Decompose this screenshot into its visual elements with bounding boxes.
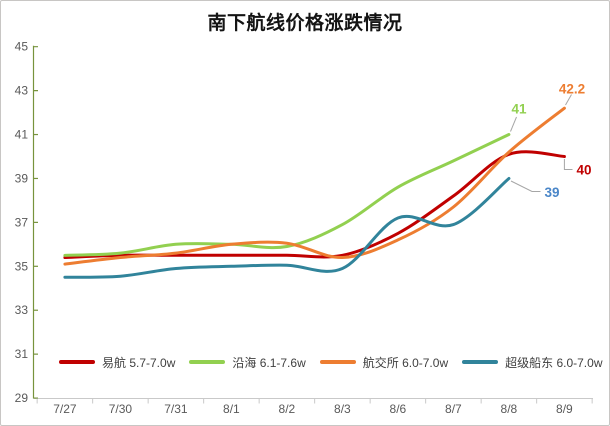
legend-marker-icon [319,360,356,364]
y-axis-label: 45 [15,40,29,54]
legend: 易航 5.7-7.0w 沿海 6.1-7.6w 航交所 6.0-7.0w 超级船东 6… [59,353,603,371]
y-axis-label: 31 [15,347,29,361]
y-axis-label: 39 [15,171,29,185]
data-label-leader-1 [510,116,517,132]
legend-marker-icon [189,360,226,364]
x-axis-label: 8/2 [279,402,296,416]
data-label-1: 41 [511,102,527,117]
legend-item-0: 易航 5.7-7.0w [59,354,175,371]
data-label-2: 42.2 [559,82,585,97]
data-label-0: 40 [577,163,592,178]
y-axis-label: 41 [15,128,29,142]
legend-label: 航交所 6.0-7.0w [362,355,449,370]
y-axis-label: 37 [15,215,29,229]
legend-label: 沿海 6.1-7.6w [232,355,306,370]
x-axis-label: 7/30 [109,402,133,416]
legend-item-2: 航交所 6.0-7.0w [319,354,449,371]
x-axis-label: 8/6 [390,402,407,416]
legend-item-1: 沿海 6.1-7.6w [189,354,306,371]
legend-item-3: 超级船东 6.0-7.0w [462,354,603,371]
series-line-2 [63,106,566,266]
x-axis-label: 8/1 [223,402,240,416]
legend-marker-icon [462,360,499,364]
y-axis-label: 35 [15,259,29,273]
chart-title: 南下航线价格涨跌情况 [207,13,403,34]
legend-marker-icon [59,360,95,364]
x-axis-label: 8/3 [334,402,351,416]
data-label-leader-3 [510,180,541,192]
series-line-3 [63,177,511,279]
x-axis-label: 8/8 [501,402,518,416]
y-axis-label: 29 [15,391,29,405]
series-line-0 [63,150,566,260]
y-axis-label: 43 [15,84,29,98]
x-axis-label: 8/9 [556,402,573,416]
legend-label: 超级船东 6.0-7.0w [505,355,603,370]
legend-label: 易航 5.7-7.0w [102,355,176,370]
x-axis-label: 7/31 [164,402,188,416]
data-label-3: 39 [545,185,560,200]
x-axis-label: 8/7 [445,402,462,416]
x-axis-label: 7/27 [53,402,77,416]
y-axis-label: 33 [15,303,29,317]
series-line-1 [63,133,511,257]
data-label-leader-2 [565,94,572,106]
data-label-leader-0 [563,159,573,170]
